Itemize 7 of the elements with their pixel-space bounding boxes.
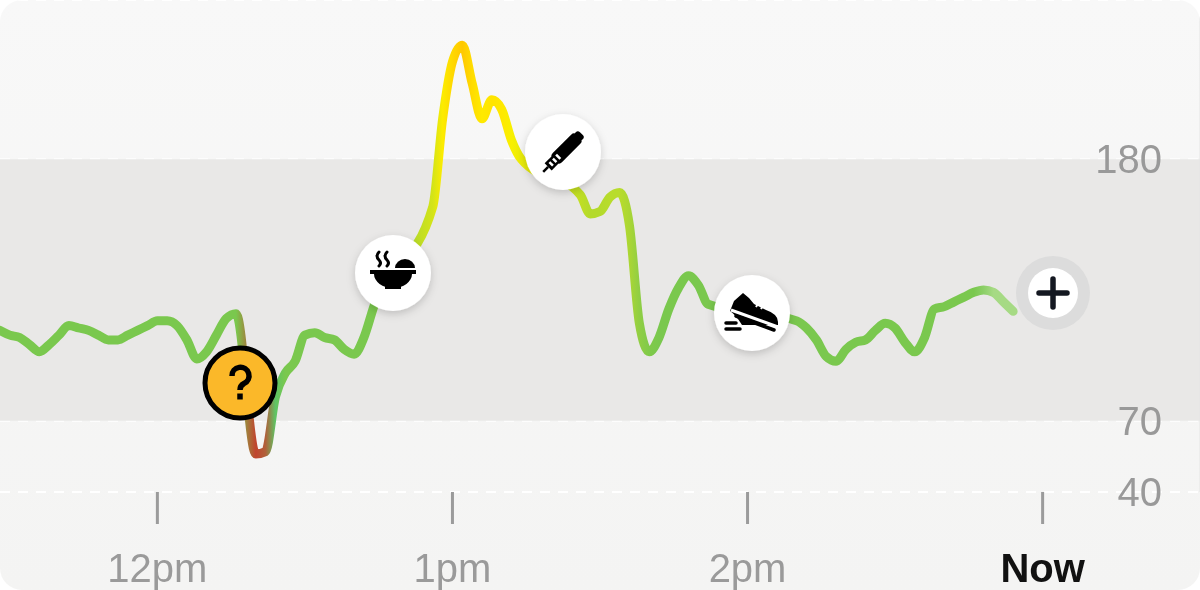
- x-tick-label: 12pm: [107, 546, 208, 590]
- x-tick-label: Now: [1000, 546, 1086, 590]
- y-tick-label: 180: [1095, 137, 1162, 182]
- x-tick-label: 2pm: [708, 546, 787, 590]
- y-tick-label: 70: [1117, 398, 1162, 443]
- x-tick-label: 1pm: [413, 546, 492, 590]
- y-tick-label: 40: [1117, 470, 1162, 514]
